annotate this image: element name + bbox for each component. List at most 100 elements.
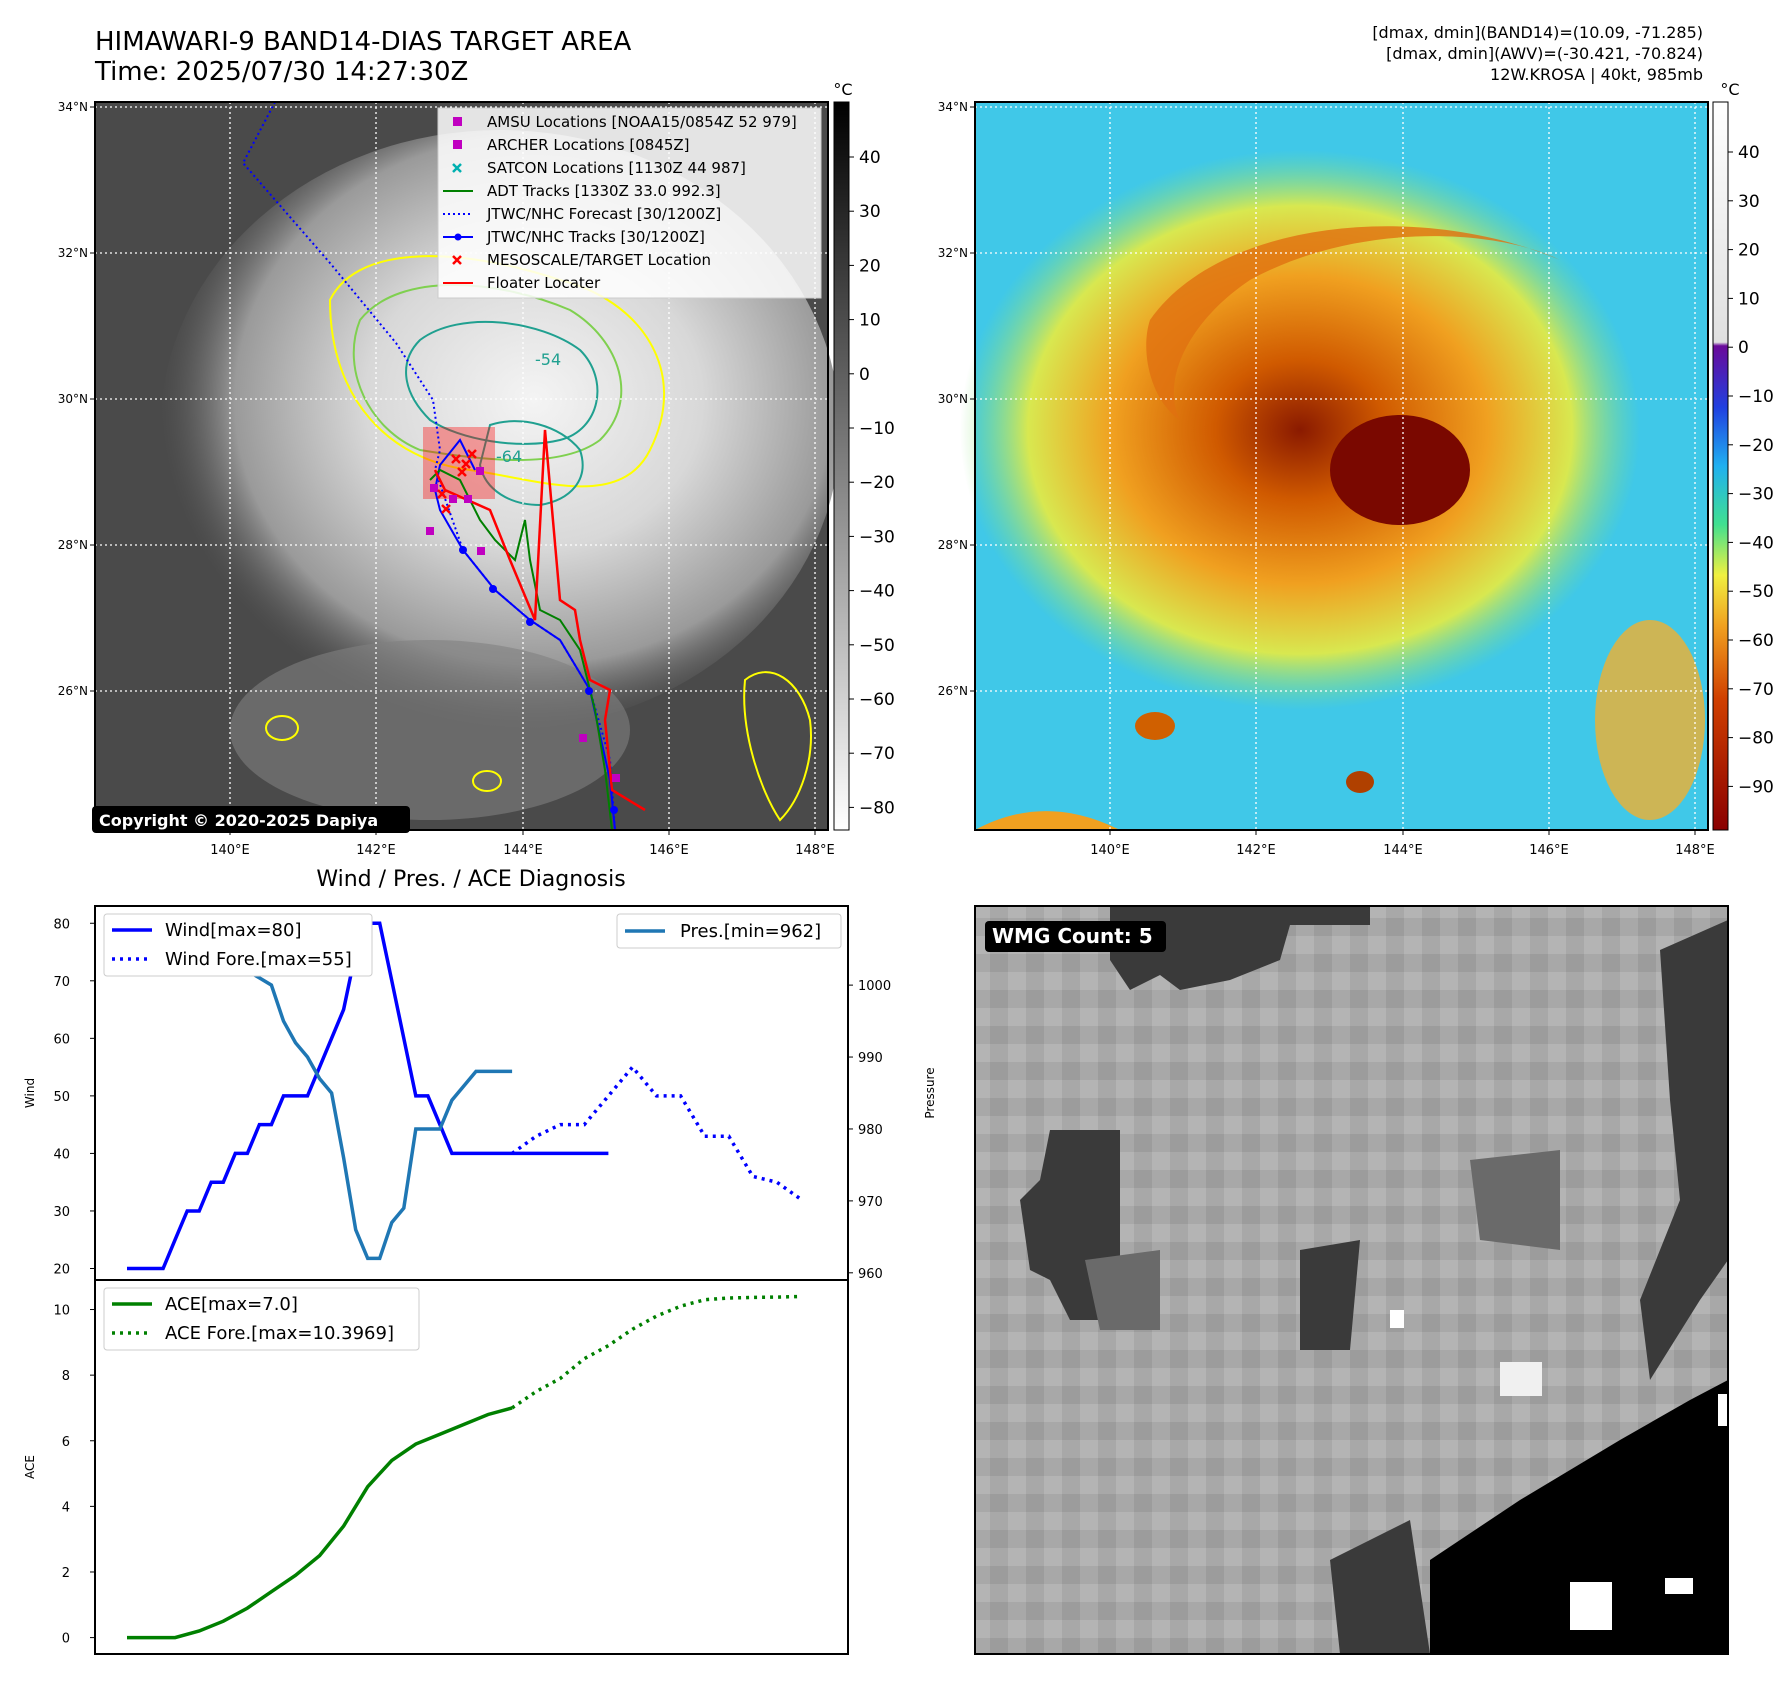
ace-y-tick-label: 8 — [62, 1369, 70, 1384]
ir-contour-island-2 — [472, 770, 502, 792]
ir-contour-core — [478, 420, 584, 507]
wind-y-tick-label: 20 — [53, 1262, 70, 1277]
color-cold-core — [1330, 415, 1470, 525]
ir-map-panel: -54 -64 — [58, 100, 840, 858]
ace-y-tick-label: 10 — [53, 1304, 70, 1319]
colorbar-tick-label: 20 — [859, 256, 881, 276]
color-island-cloud — [1135, 712, 1175, 740]
wind-forecast-line — [511, 1064, 803, 1201]
ace-panel: ACE 0 2 4 6 8 10 ACE[max=7.0] ACE Fore.[max=1… — [23, 1279, 849, 1655]
jtwc-track-dots — [459, 546, 618, 814]
contour-label-54: -54 — [535, 350, 561, 369]
colorbar-tick-label: 0 — [1738, 338, 1749, 358]
ir-colorbar-ramp — [833, 101, 850, 831]
legend-entry-label: Floater Locater — [487, 274, 601, 292]
wmg-black-southeast — [1430, 1380, 1728, 1654]
colorbar-tick-label: −70 — [859, 744, 895, 764]
wind-y-tick-label: 40 — [53, 1147, 70, 1162]
ace-y-tick-label: 0 — [62, 1632, 70, 1647]
wmg-white-pixel-4 — [1665, 1578, 1693, 1594]
legend-entry-label: ADT Tracks [1330Z 33.0 992.3] — [487, 182, 721, 200]
wind-y-tick-label: 30 — [53, 1205, 70, 1220]
wind-axis-label: Wind — [23, 1078, 37, 1108]
wmg-white-pixel-3 — [1570, 1582, 1612, 1630]
pressure-y-tick-label: 960 — [858, 1267, 883, 1282]
wmg-panel: WMG Count: 5 — [974, 905, 1729, 1655]
wmg-dark-right — [1640, 920, 1728, 1380]
lat-tick-label: 34°N — [938, 100, 968, 114]
lat-tick-label: 26°N — [58, 684, 88, 698]
colorbar-tick-label: −20 — [859, 473, 895, 493]
lat-tick-label: 32°N — [938, 246, 968, 260]
wmg-mid-left — [1085, 1250, 1160, 1330]
wmg-count-box — [985, 921, 1166, 952]
ace-y-tick-label: 6 — [62, 1435, 70, 1450]
lon-tick-label: 144°E — [1383, 843, 1423, 858]
figure-time: Time: 2025/07/30 14:27:30Z — [94, 57, 468, 87]
color-outer-band — [1146, 226, 1560, 420]
ace-legend-box — [103, 1287, 420, 1351]
wmg-white-pixel-1 — [1390, 1310, 1404, 1328]
pressure-y-tick-label: 970 — [858, 1195, 883, 1210]
lon-tick-label: 142°E — [1236, 843, 1276, 858]
lon-tick-label: 140°E — [1090, 843, 1130, 858]
legend-entry-label: JTWC/NHC Forecast [30/1200Z] — [486, 205, 721, 223]
map-legend: AMSU Locations [NOAA15/0854Z 52 979] ARCH… — [437, 107, 822, 299]
color-colorbar-ramp — [1712, 101, 1729, 831]
wmg-frame — [974, 905, 1729, 1655]
pressure-y-tick-label: 1000 — [858, 979, 891, 994]
color-island-cloud-2 — [1346, 771, 1374, 793]
ir-contour-east — [743, 671, 812, 822]
legend-entry-label: AMSU Locations [NOAA15/0854Z 52 979] — [487, 113, 797, 131]
lon-tick-label: 146°E — [1529, 843, 1569, 858]
ace-forecast-line — [511, 1294, 802, 1410]
colorbar-tick-label: −60 — [859, 690, 895, 710]
colorbar-tick-label: 40 — [859, 148, 881, 168]
wind-legend-label: Wind[max=80] — [165, 920, 302, 941]
square-icon — [453, 140, 462, 149]
header: HIMAWARI-9 BAND14-DIAS TARGET AREA Time:… — [94, 23, 1703, 87]
wind-y-tick-label: 50 — [53, 1090, 70, 1105]
ir-colorbar-ticks: 40 30 20 10 0 −10 −20 −30 −40 −50 −60 −70 −80 — [849, 148, 895, 818]
colorbar-tick-label: 0 — [859, 365, 870, 385]
ir-colorbar: °C 40 30 20 10 0 −10 −20 −30 −40 −50 −60 −70 −80 — [833, 80, 895, 831]
color-map-panel: 34°N 32°N 30°N 28°N 26°N 140°E 142°E 144°E 146°… — [938, 100, 1715, 858]
pressure-y-ticks: 960 970 980 990 1000 — [848, 979, 891, 1282]
lat-tick-label: 30°N — [938, 392, 968, 406]
wind-pressure-panel: Wind / Pres. / ACE Diagnosis Wind Pressu… — [23, 867, 937, 1282]
color-south-band — [975, 811, 1120, 830]
ace-y-tick-label: 2 — [62, 1566, 70, 1581]
wind-y-ticks: 20 30 40 50 60 70 80 — [53, 917, 95, 1277]
ir-contour-teal — [405, 320, 599, 445]
colorbar-tick-label: −90 — [1738, 777, 1774, 797]
colorbar-tick-label: 40 — [1738, 143, 1760, 163]
ace-axis-label: ACE — [23, 1455, 37, 1479]
copyright-box — [92, 806, 410, 833]
wmg-count-label: WMG Count: 5 — [992, 924, 1153, 948]
colorbar-tick-label: 10 — [859, 311, 881, 331]
mesoscale-markers — [437, 449, 477, 514]
colorbar-tick-label: −30 — [859, 527, 895, 547]
ir-contour-island — [265, 715, 299, 741]
wind-y-tick-label: 60 — [53, 1032, 70, 1047]
wmg-dark-south — [1330, 1520, 1430, 1654]
pressure-y-tick-label: 990 — [858, 1051, 883, 1066]
colorbar-tick-label: −30 — [1738, 485, 1774, 505]
pressure-legend-label: Pres.[min=962] — [680, 921, 821, 942]
info-line-1: [dmax, dmin](BAND14)=(10.09, -71.285) — [1372, 23, 1703, 42]
pressure-legend-box — [616, 913, 842, 949]
lat-tick-label: 34°N — [58, 100, 88, 114]
colorbar-tick-label: 10 — [1738, 289, 1760, 309]
wmg-white-pixel-2 — [1500, 1362, 1542, 1396]
lat-tick-label: 28°N — [58, 538, 88, 552]
legend-entry-label: MESOSCALE/TARGET Location — [487, 251, 711, 269]
color-gridlines — [975, 102, 1708, 830]
colorbar-tick-label: −50 — [859, 636, 895, 656]
color-colorbar-ticks: 40 30 20 10 0 −10 −20 −30 −40 −50 −60 −70 −80 −90 — [1728, 143, 1774, 797]
pressure-axis-label: Pressure — [923, 1067, 937, 1118]
colorbar-tick-label: 30 — [859, 202, 881, 222]
wind-legend: Wind[max=80] Wind Fore.[max=55] — [103, 913, 373, 977]
pressure-legend: Pres.[min=962] — [616, 913, 842, 949]
lon-tick-label: 146°E — [649, 843, 689, 858]
